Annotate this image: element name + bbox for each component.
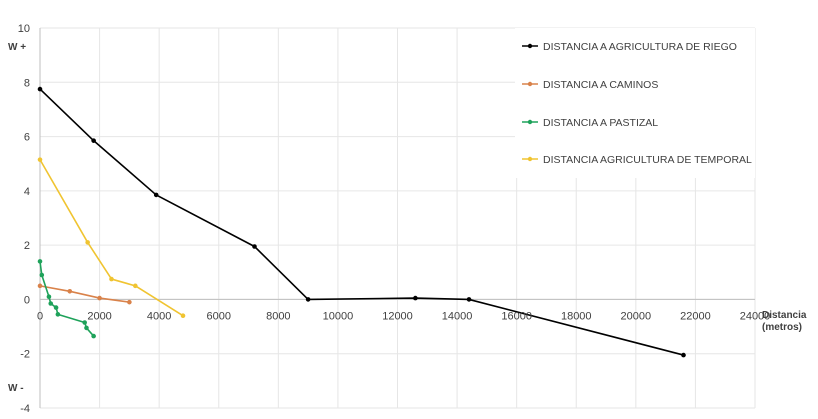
data-point	[39, 272, 45, 278]
legend-label-riego: DISTANCIA A AGRICULTURA DE RIEGO	[543, 41, 737, 53]
data-point	[37, 86, 43, 92]
data-point	[37, 157, 43, 162]
y-tick-label: 6	[24, 132, 30, 144]
legend-backdrop	[515, 28, 755, 178]
legend-label-caminos: DISTANCIA A CAMINOS	[543, 79, 658, 91]
legend-entry-caminos: DISTANCIA A CAMINOS	[522, 79, 658, 91]
tick-labels: 0 2000 4000 6000 8000 10000 12000 14000 16000 180…	[18, 23, 771, 415]
legend: DISTANCIA A AGRICULTURA DE RIEGO DISTANC…	[522, 41, 752, 166]
x-tick-label: 14000	[442, 310, 473, 322]
x-tick-label: 6000	[207, 310, 231, 322]
data-point	[681, 352, 686, 358]
series-3	[37, 259, 96, 339]
x-tick-label: 18000	[561, 310, 592, 322]
data-point	[82, 320, 87, 325]
x-tick-label: 0	[37, 310, 43, 322]
y-tick-label: 2	[24, 240, 30, 252]
data-point	[55, 312, 61, 317]
series-line	[39, 88, 684, 356]
data-point	[305, 297, 311, 302]
x-axis-label-line1: Distancia	[762, 310, 807, 321]
data-point	[127, 299, 132, 305]
y-label-positive: W +	[8, 42, 26, 53]
x-tick-label: 8000	[266, 310, 290, 322]
data-point	[413, 295, 418, 301]
data-point	[97, 295, 102, 301]
x-tick-label: 2000	[87, 310, 111, 322]
data-point	[91, 333, 96, 339]
data-point	[91, 138, 96, 143]
data-point	[46, 294, 52, 300]
x-tick-label: 16000	[501, 310, 532, 322]
x-tick-label: 22000	[680, 310, 711, 322]
data-point	[133, 283, 138, 289]
data-point	[37, 259, 43, 264]
x-axis-label-line2: (metros)	[762, 322, 802, 333]
x-tick-label: 4000	[147, 310, 171, 322]
x-tick-label: 10000	[323, 310, 354, 322]
data-point	[48, 301, 54, 306]
data-point	[67, 288, 73, 294]
series-line	[39, 159, 184, 317]
x-tick-label: 20000	[621, 310, 652, 322]
y-tick-label: -2	[20, 349, 30, 361]
legend-entry-pastizal: DISTANCIA A PASTIZAL	[522, 117, 658, 129]
series-2	[37, 283, 132, 305]
data-point	[53, 305, 59, 310]
data-point	[85, 240, 90, 245]
y-label-negative: W -	[8, 383, 24, 394]
y-tick-label: 0	[24, 294, 30, 306]
x-tick-label: 24000	[740, 310, 771, 322]
data-point	[153, 192, 159, 198]
y-tick-label: 4	[24, 186, 30, 198]
series-1	[37, 86, 686, 358]
series-4	[37, 157, 186, 319]
y-tick-label: 8	[24, 77, 30, 89]
legend-label-temporal: DISTANCIA AGRICULTURA DE TEMPORAL	[543, 154, 752, 166]
series-layer	[37, 86, 686, 358]
data-point	[466, 297, 472, 302]
legend-entry-riego: DISTANCIA A AGRICULTURA DE RIEGO	[522, 41, 737, 53]
legend-entry-temporal: DISTANCIA AGRICULTURA DE TEMPORAL	[522, 154, 752, 166]
data-point	[37, 283, 43, 289]
data-point	[252, 244, 257, 249]
series-line	[39, 285, 130, 303]
x-tick-label: 12000	[382, 310, 413, 322]
data-point	[180, 313, 186, 319]
data-point	[84, 325, 89, 331]
data-point	[109, 276, 114, 282]
y-tick-label: -4	[20, 403, 30, 415]
y-tick-label: 10	[18, 23, 30, 35]
legend-label-pastizal: DISTANCIA A PASTIZAL	[543, 117, 658, 129]
